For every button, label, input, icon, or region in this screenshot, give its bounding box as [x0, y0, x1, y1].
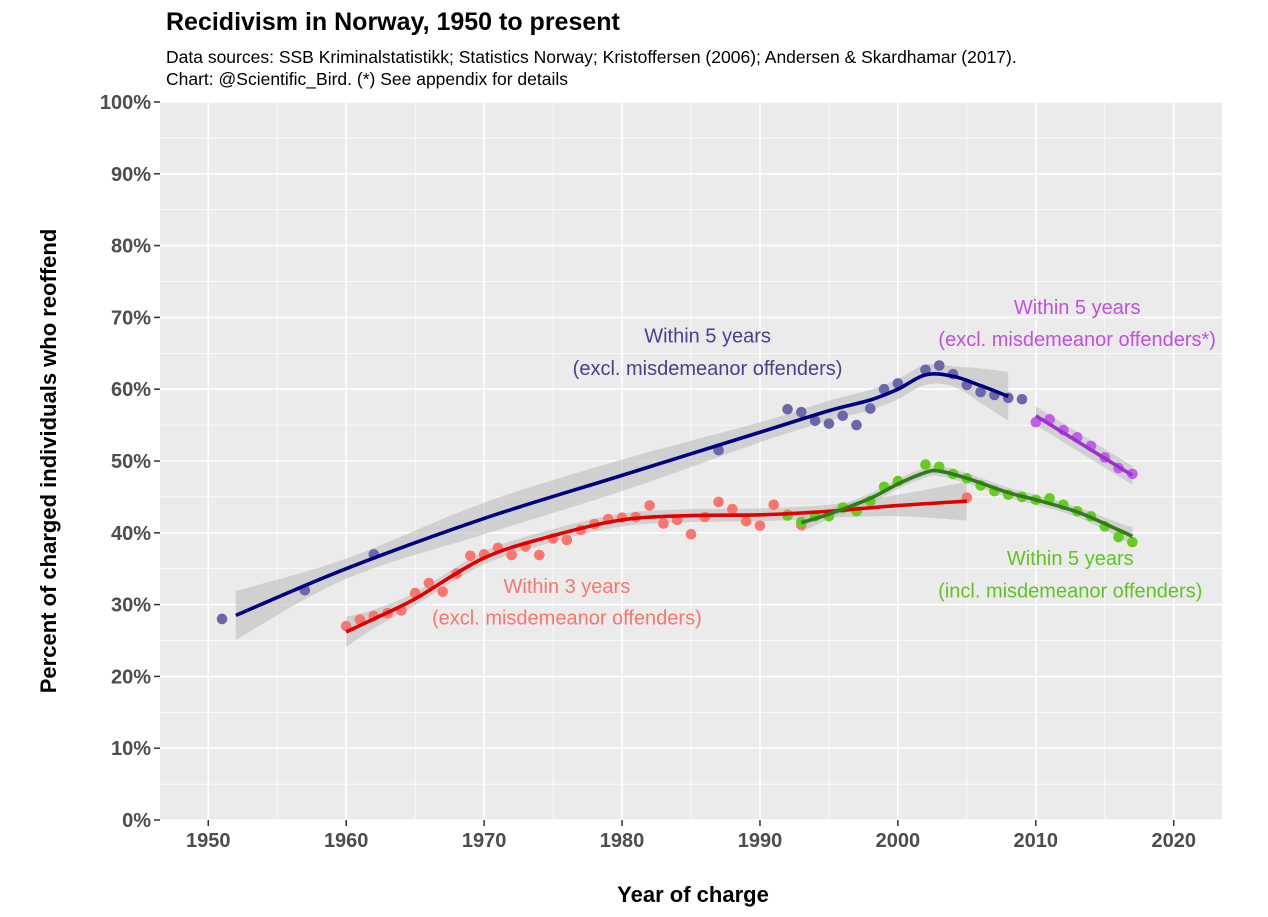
- x-tick-label: 2010: [1014, 830, 1059, 852]
- x-tick-label: 2020: [1151, 830, 1196, 852]
- data-point: [823, 418, 835, 429]
- data-point: [727, 503, 738, 515]
- data-point: [740, 516, 752, 527]
- y-tick-label: 60%: [111, 379, 151, 401]
- data-point: [713, 496, 724, 508]
- y-tick-label: 80%: [111, 236, 151, 258]
- x-tick-label: 1970: [462, 830, 507, 852]
- y-tick-label: 40%: [111, 523, 151, 545]
- x-axis: 1950 1960 1970 1980 1990 2000 2010 2020: [186, 820, 1196, 852]
- annotation-label: Within 5 years: [1014, 297, 1141, 319]
- annotation-sublabel: (excl. misdemeanor offenders*): [938, 329, 1216, 351]
- y-tick-label: 30%: [111, 595, 151, 617]
- smooth-line: [345, 499, 967, 634]
- data-point: [864, 403, 876, 414]
- annotation-label: Within 5 years: [1007, 548, 1134, 570]
- data-point: [933, 360, 945, 371]
- data-point: [465, 550, 476, 562]
- y-tick-label: 70%: [111, 307, 151, 329]
- chart-subtitle: Data sources: SSB Kriminalstatistikk; St…: [166, 46, 1017, 90]
- data-point: [975, 386, 986, 398]
- smooth-line: [235, 372, 1009, 618]
- subtitle-sources: Data sources: SSB Kriminalstatistikk; St…: [166, 47, 1017, 67]
- data-point: [768, 499, 780, 511]
- y-tick-label: 20%: [111, 666, 151, 688]
- data-point: [837, 410, 849, 422]
- x-tick-label: 1960: [324, 830, 369, 852]
- data-point: [216, 613, 228, 625]
- data-point: [644, 500, 655, 511]
- subtitle-credit: Chart: @Scientific_Bird. (*) See appendi…: [166, 69, 568, 89]
- data-point: [1127, 536, 1138, 548]
- data-point: [506, 549, 518, 561]
- annotation-label: Within 3 years: [504, 576, 631, 598]
- data-point: [533, 549, 545, 561]
- y-tick-label: 0%: [122, 810, 151, 832]
- data-point: [423, 577, 435, 589]
- data-point: [920, 459, 931, 470]
- smooth-line: [1034, 414, 1134, 477]
- data-point: [809, 415, 821, 427]
- series-annotations: Within 5 years (excl. misdemeanor offende…: [432, 297, 1216, 630]
- x-tick-label: 1980: [600, 830, 645, 852]
- y-tick-label: 10%: [111, 738, 151, 760]
- data-point: [878, 383, 890, 395]
- y-axis-title: Percent of charged individuals who reoff…: [36, 229, 61, 694]
- data-point: [796, 406, 807, 418]
- data-point: [561, 534, 573, 546]
- data-point: [685, 528, 697, 540]
- x-tick-label: 1950: [186, 830, 231, 852]
- data-point: [1016, 393, 1028, 405]
- y-tick-label: 100%: [100, 92, 151, 114]
- data-point: [754, 520, 766, 531]
- y-tick-label: 50%: [111, 451, 151, 473]
- data-point: [782, 404, 793, 415]
- y-axis: 0% 10% 20% 30% 40% 50% 60% 70% 80% 90% 100%: [100, 92, 160, 832]
- x-tick-label: 2000: [876, 830, 921, 852]
- smooth-line: [800, 468, 1134, 539]
- data-point: [437, 586, 449, 597]
- data-point: [1113, 531, 1124, 543]
- annotation-sublabel: (excl. misdemeanor offenders): [573, 358, 843, 380]
- data-point: [1030, 416, 1042, 428]
- x-tick-label: 1990: [738, 830, 783, 852]
- annotation-sublabel: (incl. misdemeanor offenders): [938, 580, 1202, 602]
- x-axis-title: Year of charge: [617, 882, 769, 907]
- annotation-label: Within 5 years: [644, 326, 771, 348]
- annotation-sublabel: (excl. misdemeanor offenders): [432, 608, 702, 630]
- chart-title: Recidivism in Norway, 1950 to present: [166, 8, 620, 36]
- smooth-lines: [235, 372, 1134, 634]
- data-point: [658, 518, 669, 529]
- data-point: [851, 419, 862, 431]
- y-tick-label: 90%: [111, 164, 151, 186]
- data-point: [920, 364, 931, 376]
